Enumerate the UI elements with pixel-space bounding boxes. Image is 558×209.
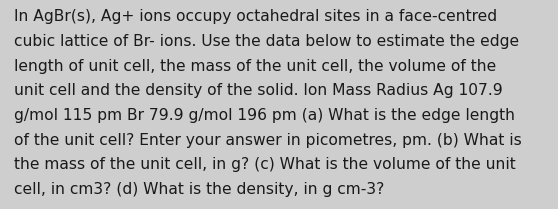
Text: of the unit cell? Enter your answer in picometres, pm. (b) What is: of the unit cell? Enter your answer in p… xyxy=(14,133,522,148)
Text: the mass of the unit cell, in g? (c) What is the volume of the unit: the mass of the unit cell, in g? (c) Wha… xyxy=(14,157,516,172)
Text: length of unit cell, the mass of the unit cell, the volume of the: length of unit cell, the mass of the uni… xyxy=(14,59,496,74)
Text: unit cell and the density of the solid. Ion Mass Radius Ag 107.9: unit cell and the density of the solid. … xyxy=(14,83,503,98)
Text: cubic lattice of Br- ions. Use the data below to estimate the edge: cubic lattice of Br- ions. Use the data … xyxy=(14,34,519,49)
Text: cell, in cm3? (d) What is the density, in g cm-3?: cell, in cm3? (d) What is the density, i… xyxy=(14,182,384,197)
Text: In AgBr(s), Ag+ ions occupy octahedral sites in a face-centred: In AgBr(s), Ag+ ions occupy octahedral s… xyxy=(14,9,497,24)
Text: g/mol 115 pm Br 79.9 g/mol 196 pm (a) What is the edge length: g/mol 115 pm Br 79.9 g/mol 196 pm (a) Wh… xyxy=(14,108,515,123)
